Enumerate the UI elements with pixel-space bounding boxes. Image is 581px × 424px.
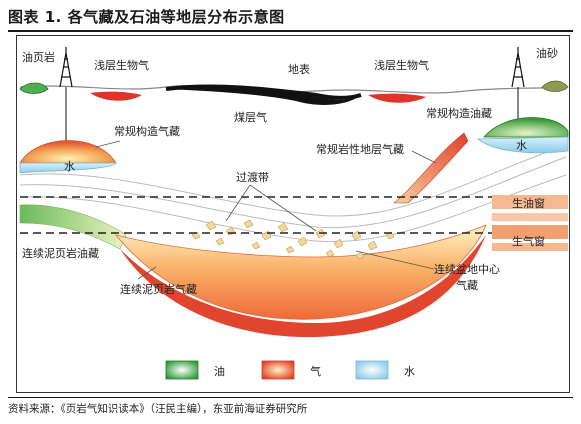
source-note: 资料来源：《页岩气知识读本》（汪民主编），东亚前海证券研究所 [8, 403, 308, 415]
gas-window-band [492, 225, 568, 239]
left-gas-dome [19, 140, 117, 164]
title-divider [8, 30, 573, 32]
right-oil-dome [483, 117, 569, 138]
label-shale-oil: 连续泥页岩油藏 [22, 246, 99, 260]
diagram-frame: 油页岩 浅层生物气 地表 浅层生物气 油砂 煤层气 常规构造气藏 常规构造油藏 … [16, 35, 570, 393]
label-gas-window: 生气窗 [512, 234, 545, 248]
legend-gas-label: 气 [310, 364, 321, 378]
legend: 油 气 水 [165, 360, 415, 380]
shallow-biogas-left-lens [90, 91, 142, 101]
label-tight-gas: 常规岩性地层气藏 [316, 142, 404, 156]
label-basin-center-gas-1: 连续盆地中心 [434, 262, 500, 276]
right-water-layer [476, 136, 569, 154]
legend-water-label: 水 [404, 365, 415, 378]
label-conventional-gas: 常规构造气藏 [114, 124, 180, 138]
label-shallow-biogas-left: 浅层生物气 [94, 58, 149, 72]
basin-center-gas-zone [114, 224, 487, 320]
legend-water-swatch [355, 360, 389, 380]
oil-sand-outcrop [541, 80, 569, 92]
left-water-layer [19, 162, 117, 174]
label-water-right: 水 [516, 139, 527, 152]
label-coalbed-gas: 煤层气 [234, 110, 267, 124]
oil-window-band [492, 195, 568, 209]
label-oil-window: 生油窗 [512, 196, 545, 210]
source-divider [8, 397, 573, 398]
legend-oil-swatch [165, 360, 199, 380]
label-oil-sand: 油砂 [536, 46, 558, 60]
label-basin-center-gas-2: 气藏 [456, 278, 478, 292]
legend-oil-label: 油 [214, 364, 225, 378]
label-water-left: 水 [64, 160, 75, 173]
oil-shale-outcrop [19, 82, 49, 94]
label-surface: 地表 [288, 62, 310, 76]
strata-lines [19, 144, 567, 243]
label-shale-gas: 连续泥页岩气藏 [120, 282, 197, 296]
legend-gas-swatch [261, 360, 295, 380]
shallow-biogas-right-lens [368, 93, 426, 103]
tight-gas-wedge [393, 132, 469, 204]
shale-gas-layer [120, 235, 486, 338]
label-conventional-oil: 常规构造油藏 [426, 106, 492, 120]
figure-title: 图表 1. 各气藏及石油等地层分布示意图 [8, 8, 285, 26]
label-oil-shale: 油页岩 [22, 50, 55, 64]
label-transition-zone: 过渡带 [236, 170, 269, 184]
geology-diagram: 油页岩 浅层生物气 地表 浅层生物气 油砂 煤层气 常规构造气藏 常规构造油藏 … [16, 35, 570, 393]
label-shallow-biogas-right: 浅层生物气 [374, 58, 429, 72]
coal-bed [166, 85, 361, 105]
surface-line [19, 84, 567, 94]
